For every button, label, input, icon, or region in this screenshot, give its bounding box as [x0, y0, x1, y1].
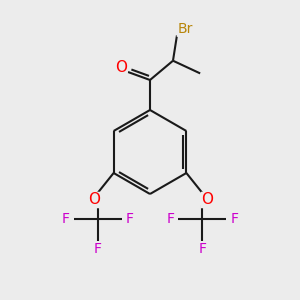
Text: Br: Br: [177, 22, 193, 36]
Text: F: F: [61, 212, 70, 226]
Text: F: F: [198, 242, 206, 256]
Text: F: F: [94, 242, 102, 256]
Text: F: F: [167, 212, 174, 226]
Text: O: O: [115, 61, 127, 76]
Text: F: F: [230, 212, 238, 226]
Text: O: O: [88, 193, 100, 208]
Text: F: F: [126, 212, 134, 226]
Text: O: O: [201, 193, 213, 208]
